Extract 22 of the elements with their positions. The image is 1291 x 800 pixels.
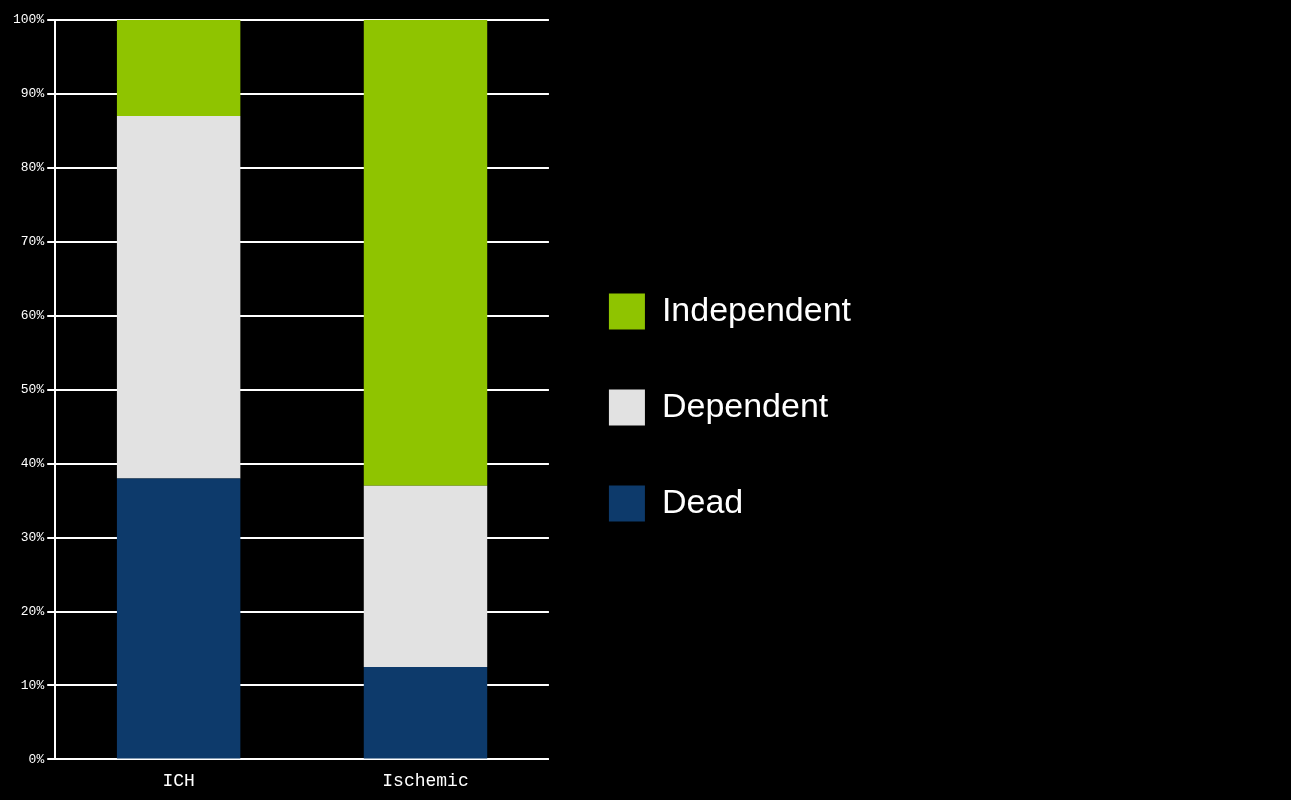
- y-tick-label: 10%: [20, 677, 45, 693]
- legend-label: Independent: [661, 289, 852, 328]
- x-tick-label: Ischemic: [382, 770, 469, 791]
- bar: [116, 478, 241, 759]
- bar: [116, 116, 241, 479]
- bar: [116, 20, 241, 117]
- y-tick-label: 70%: [20, 234, 45, 250]
- bar: [363, 666, 488, 759]
- y-tick-label: 90%: [20, 86, 45, 102]
- y-tick-label: 30%: [20, 530, 45, 546]
- y-tick-label: 100%: [12, 12, 45, 28]
- y-tick-label: 0%: [28, 751, 45, 767]
- x-tick-label: ICH: [162, 770, 195, 791]
- bar: [363, 20, 488, 486]
- y-tick-label: 20%: [20, 603, 45, 619]
- y-tick-label: 60%: [20, 308, 45, 324]
- bar: [363, 485, 488, 667]
- y-tick-label: 40%: [20, 456, 45, 472]
- legend-label: Dead: [661, 481, 744, 520]
- legend-label: Dependent: [661, 385, 829, 424]
- y-tick-label: 80%: [20, 160, 45, 176]
- y-tick-label: 50%: [20, 382, 45, 398]
